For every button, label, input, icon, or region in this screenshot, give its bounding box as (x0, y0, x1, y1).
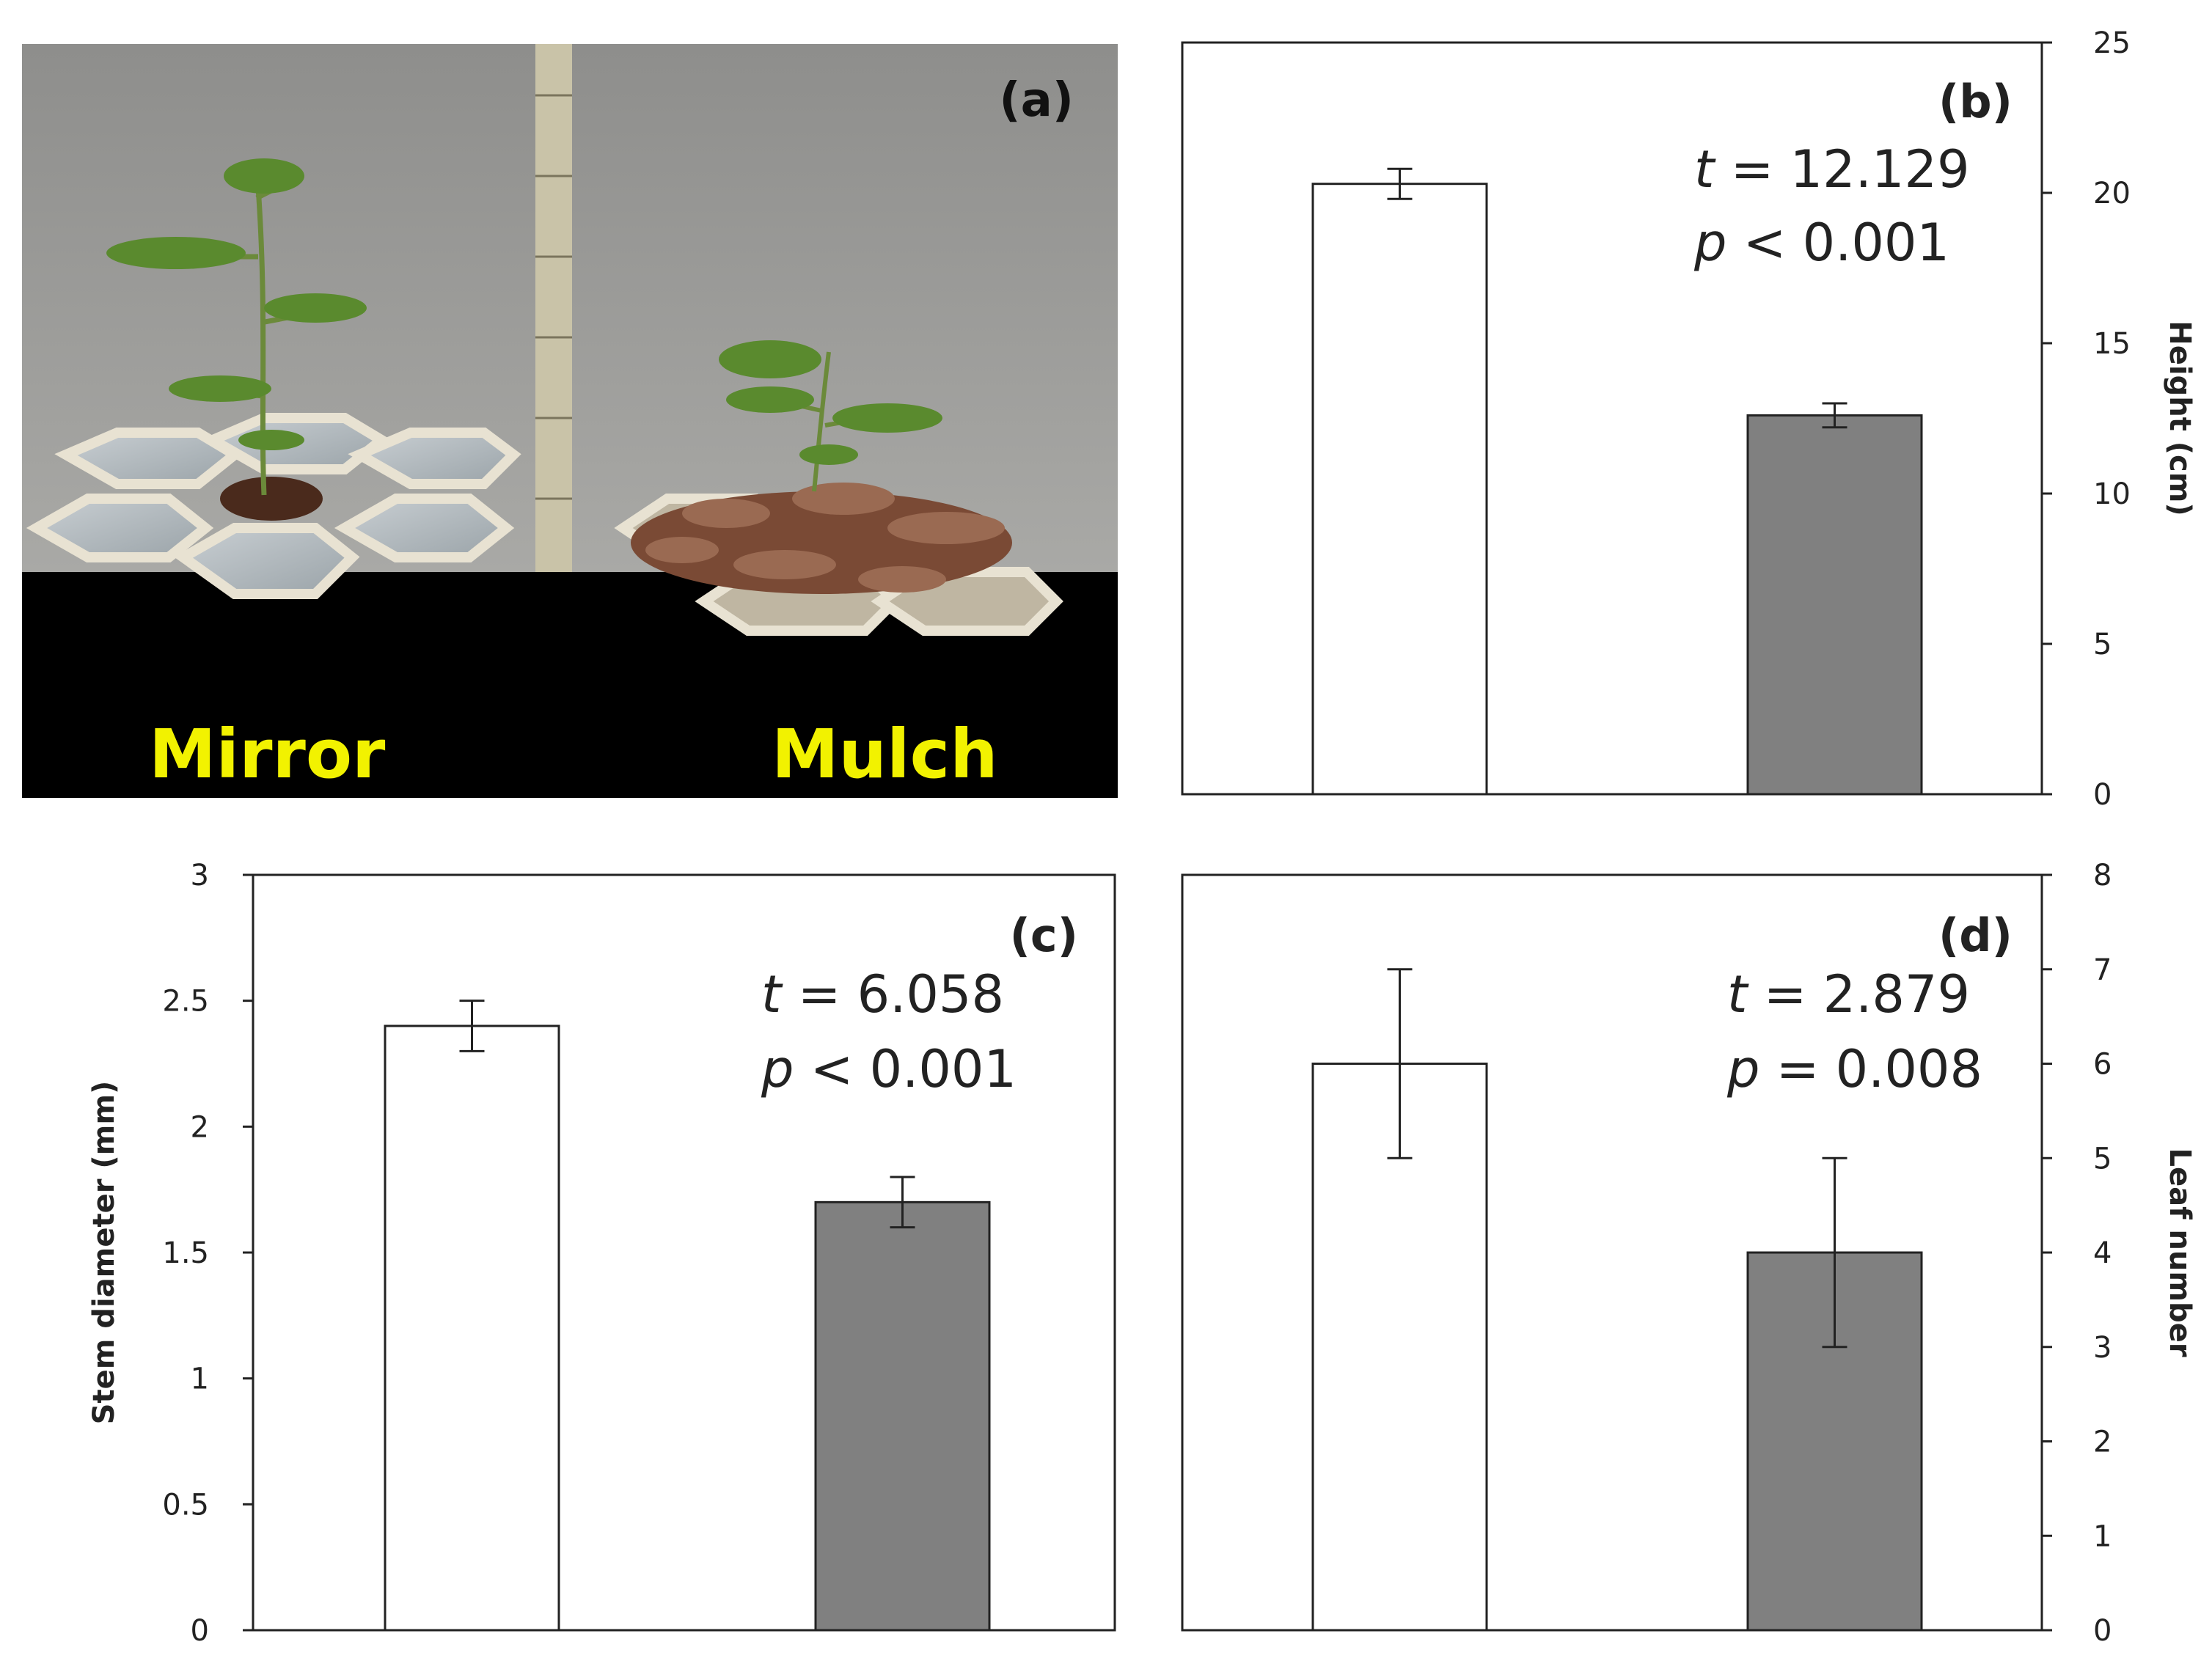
y-tick-label-d: 3 (2093, 1331, 2112, 1365)
y-tick-label-d: 7 (2093, 953, 2112, 987)
seedling-photo (22, 44, 1118, 798)
p-value-c: p < 0.001 (761, 1039, 1017, 1099)
y-tick-label-b: 20 (2093, 177, 2131, 210)
y-axis-title-d: Leaf number (2163, 1148, 2197, 1357)
y-tick-label-c: 1.5 (162, 1236, 209, 1270)
t-statistic-c: t = 6.058 (761, 964, 1004, 1024)
y-tick-label-b: 25 (2093, 26, 2131, 60)
panel-label-c: (c) (1010, 909, 1078, 962)
t-statistic-d: t = 2.879 (1727, 964, 1970, 1024)
panel-label-d: (d) (1938, 909, 2013, 962)
y-tick-label-d: 5 (2093, 1142, 2112, 1176)
y-tick-label-c: 1 (191, 1363, 209, 1396)
photo-panel: (a) Mirror Mulch (22, 44, 1118, 798)
y-tick-label-d: 1 (2093, 1519, 2112, 1553)
y-tick-label-b: 15 (2093, 327, 2131, 361)
y-tick-label-d: 6 (2093, 1048, 2112, 1082)
bar-c-mulch (814, 1200, 991, 1632)
panel-label-b: (b) (1938, 75, 2013, 128)
p-value-d: p = 0.008 (1726, 1039, 1982, 1099)
y-tick-label-b: 0 (2093, 778, 2112, 812)
y-tick-label-d: 0 (2093, 1614, 2112, 1648)
y-axis-title-b: Height (cm) (2163, 320, 2197, 516)
panel-label-a: (a) (999, 73, 1074, 128)
y-tick-label-d: 4 (2093, 1236, 2112, 1270)
bar-c-mirror (384, 1024, 560, 1632)
y-tick-label-d: 8 (2093, 859, 2112, 892)
y-tick-label-c: 0 (191, 1614, 209, 1648)
y-tick-label-c: 3 (191, 859, 209, 892)
bar-b-mirror (1311, 183, 1488, 796)
y-tick-label-c: 2.5 (162, 985, 209, 1019)
y-axis-title-c: Stem diameter (mm) (87, 1081, 121, 1425)
y-tick-label-c: 0.5 (162, 1488, 209, 1522)
y-tick-label-d: 2 (2093, 1426, 2112, 1459)
plot-frame-b (1181, 41, 2043, 796)
t-statistic-b: t = 12.129 (1694, 139, 1970, 199)
photo-label-mulch: Mulch (772, 715, 998, 793)
photo-label-mirror: Mirror (149, 715, 386, 793)
p-value-b: p < 0.001 (1693, 213, 1949, 273)
y-tick-label-c: 2 (191, 1110, 209, 1144)
y-tick-label-b: 5 (2093, 628, 2112, 661)
bar-b-mulch (1746, 414, 1923, 796)
y-tick-label-b: 10 (2093, 477, 2131, 511)
